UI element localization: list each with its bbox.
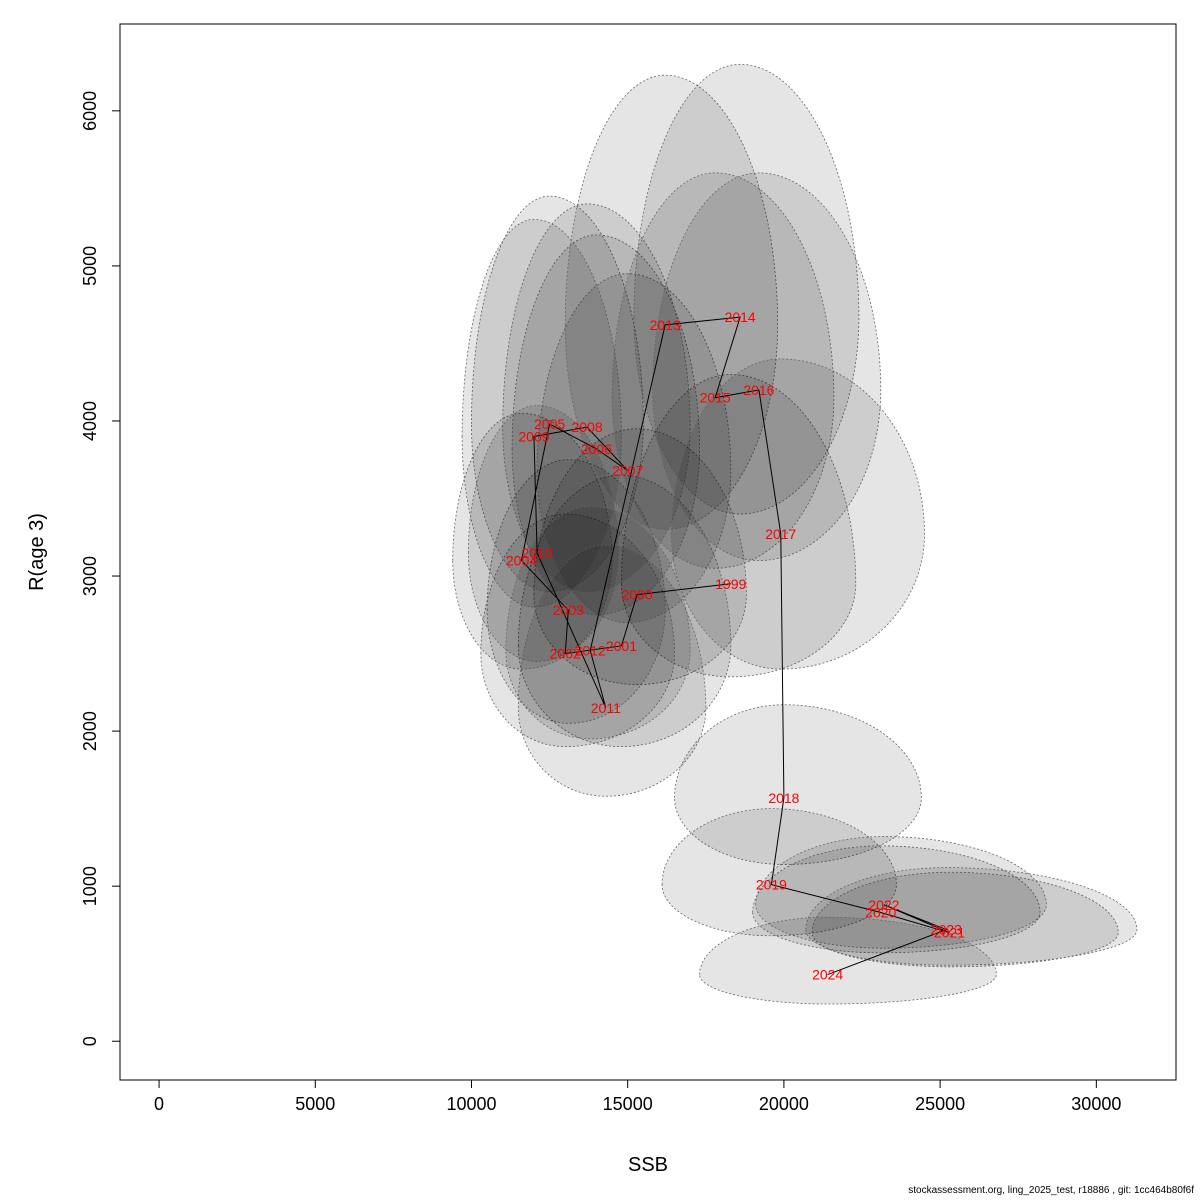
confidence-ellipse-2018	[674, 704, 922, 865]
year-label-2002: 2002	[550, 646, 581, 662]
x-tick-label: 5000	[295, 1094, 335, 1114]
year-label-2011: 2011	[591, 700, 621, 716]
confidence-ellipse-2021	[811, 871, 1119, 968]
x-tick-label: 20000	[759, 1094, 809, 1114]
year-label-2012: 2012	[575, 642, 606, 658]
year-label-2016: 2016	[743, 382, 774, 398]
y-axis: 0 1000 2000 3000 4000 5000 6000	[80, 91, 121, 1046]
year-label-2006: 2006	[581, 441, 612, 457]
x-tick-label: 0	[154, 1094, 164, 1114]
year-label-2000: 2000	[621, 587, 652, 603]
confidence-ellipse-2004	[452, 412, 613, 670]
year-label-2003: 2003	[553, 602, 584, 618]
year-label-2008: 2008	[571, 419, 602, 435]
year-label-2019: 2019	[756, 877, 787, 893]
year-label-2018: 2018	[768, 790, 799, 806]
footer-credit: stockassessment.org, ling_2025_test, r18…	[908, 1185, 1194, 1196]
y-tick-label: 4000	[80, 401, 100, 441]
confidence-ellipse-2002	[480, 513, 675, 748]
confidence-ellipse-2003	[486, 459, 666, 724]
y-tick-label: 1000	[80, 866, 100, 906]
x-axis: 0 5000 10000 15000 20000 25000 30000	[154, 1079, 1121, 1114]
year-label-2010: 2010	[522, 545, 553, 561]
y-tick-label: 6000	[80, 91, 100, 131]
confidence-ellipse-2017	[671, 358, 925, 670]
confidence-ellipse-2012	[505, 505, 691, 740]
y-tick-label: 2000	[80, 711, 100, 751]
confidence-ellipses	[452, 63, 1138, 1005]
year-label-2009: 2009	[518, 428, 549, 444]
confidence-ellipse-2013	[564, 74, 779, 530]
year-label-2021: 2021	[934, 925, 965, 941]
x-axis-title: SSB	[628, 1154, 668, 1176]
year-label-2001: 2001	[606, 638, 637, 654]
year-label-2014: 2014	[725, 309, 756, 325]
confidence-ellipse-2001	[517, 474, 732, 748]
x-tick-label: 15000	[603, 1094, 653, 1114]
confidence-ellipse-2016	[652, 172, 882, 561]
confidence-ellipse-2011	[517, 544, 707, 797]
confidence-ellipse-2023	[805, 867, 1138, 966]
year-label-2007: 2007	[612, 463, 643, 479]
year-label-2004: 2004	[506, 553, 537, 569]
trajectory-line-group	[520, 316, 950, 976]
confidence-ellipse-1999	[621, 374, 857, 678]
confidence-ellipse-2009	[461, 218, 622, 608]
year-label-1999: 1999	[715, 576, 746, 592]
confidence-ellipse-2006	[511, 234, 700, 616]
confidence-ellipse-2010	[467, 405, 619, 662]
year-label-2013: 2013	[650, 317, 681, 333]
year-label-2022: 2022	[868, 897, 899, 913]
confidence-ellipse-2019	[661, 808, 897, 937]
year-label-2023: 2023	[931, 922, 962, 938]
confidence-ellipse-2014	[633, 63, 860, 515]
y-tick-label: 3000	[80, 556, 100, 596]
confidence-ellipse-2005	[471, 195, 644, 592]
y-axis-title: R(age 3)	[26, 513, 48, 591]
y-tick-label: 0	[80, 1036, 100, 1046]
year-label-2005: 2005	[534, 416, 565, 432]
confidence-ellipse-2015	[611, 172, 835, 569]
x-tick-label: 25000	[915, 1094, 965, 1114]
x-tick-label: 10000	[446, 1094, 496, 1114]
y-tick-label: 5000	[80, 246, 100, 286]
year-label-2015: 2015	[700, 390, 731, 406]
year-label-2024: 2024	[812, 967, 843, 983]
trajectory-line	[520, 316, 950, 976]
confidence-ellipse-2008	[502, 203, 691, 592]
confidence-ellipse-2007	[536, 273, 732, 623]
x-tick-label: 30000	[1071, 1094, 1121, 1114]
year-label-2017: 2017	[765, 526, 796, 542]
year-label-2020: 2020	[865, 905, 896, 921]
confidence-ellipse-2022	[755, 836, 1047, 949]
confidence-ellipse-2000	[533, 428, 747, 685]
